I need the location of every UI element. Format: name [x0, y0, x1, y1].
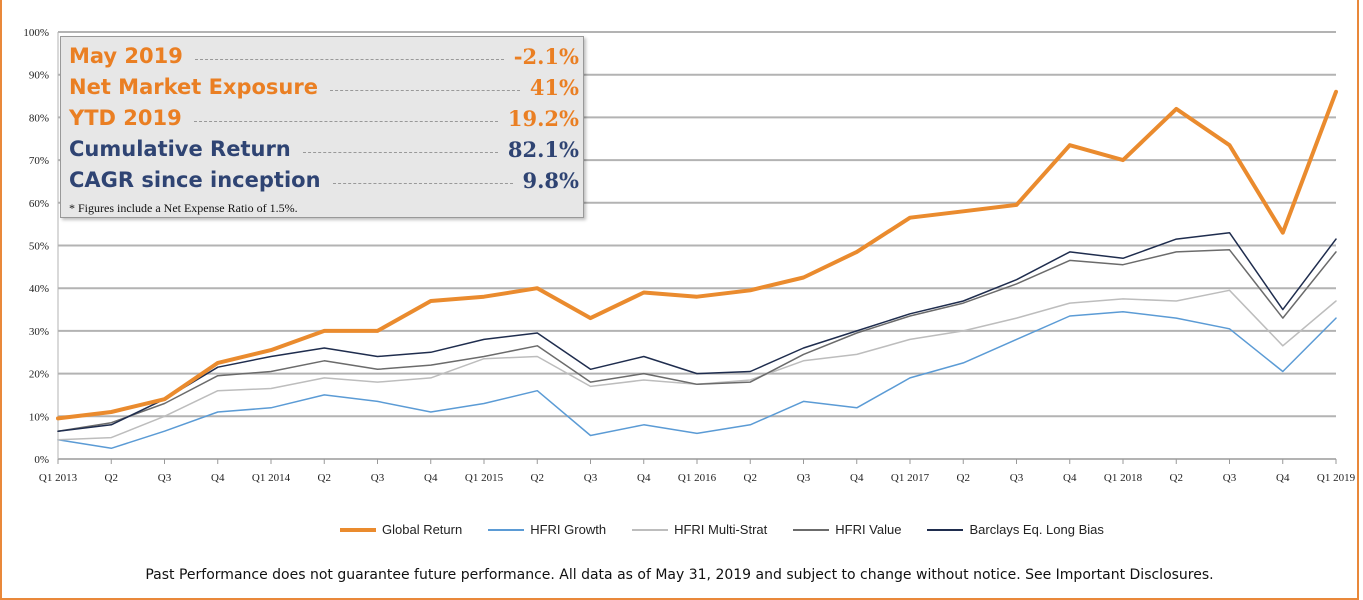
leader-dashes: [302, 151, 498, 153]
expense-ratio-note: * Figures include a Net Expense Ratio of…: [69, 201, 298, 215]
y-tick-label: 40%: [29, 283, 49, 295]
series-line-global-return: [56, 89, 1338, 421]
stat-row-net-market-exposure: Net Market Exposure 41%: [69, 72, 579, 102]
legend-swatch: [927, 528, 964, 531]
series-line-hfri-growth: [57, 310, 1337, 450]
x-tick-label: Q4: [1063, 472, 1077, 484]
y-tick-label: 80%: [29, 112, 49, 124]
series-line-hfri-multi-strat: [57, 289, 1337, 441]
stat-value: 19.2%: [507, 105, 579, 131]
legend-item: Global Return: [340, 522, 462, 537]
x-tick-label: Q3: [158, 472, 172, 484]
x-tick-label: Q3: [1010, 472, 1024, 484]
x-tick-label: Q1 2015: [465, 472, 504, 484]
x-tick-label: Q4: [637, 472, 651, 484]
series-line-hfri-value: [57, 249, 1337, 432]
chart-legend: Global Return HFRI Growth HFRI Multi-Strat…: [340, 522, 1130, 537]
stat-row-cumulative-return: Cumulative Return 82.1%: [69, 134, 579, 164]
x-tick-label: Q1 2013: [39, 472, 78, 484]
leader-dashes: [193, 120, 498, 122]
x-tick-label: Q4: [850, 472, 864, 484]
stat-label: May 2019: [69, 44, 183, 68]
x-tick-label: Q4: [1276, 472, 1290, 484]
x-tick-label: Q3: [1223, 472, 1237, 484]
legend-item: HFRI Value: [793, 522, 901, 537]
legend-swatch: [340, 527, 376, 532]
x-tick-label: Q1 2019: [1317, 472, 1356, 484]
x-tick-label: Q2: [1170, 472, 1183, 484]
legend-item: Barclays Eq. Long Bias: [927, 522, 1104, 537]
leader-dashes: [194, 58, 504, 60]
x-tick-label: Q3: [371, 472, 385, 484]
y-tick-label: 10%: [29, 411, 49, 423]
legend-swatch: [488, 528, 525, 531]
x-tick-label: Q4: [211, 472, 225, 484]
x-tick-label: Q1 2016: [678, 472, 717, 484]
summary-stats-box: May 2019 -2.1% Net Market Exposure 41% Y…: [60, 36, 584, 218]
legend-label: HFRI Value: [835, 522, 902, 537]
x-tick-label: Q1 2018: [1104, 472, 1143, 484]
series-line-barclays-eq-long-bias: [57, 231, 1337, 432]
y-tick-label: 20%: [29, 369, 49, 381]
stat-row-ytd-2019: YTD 2019 19.2%: [69, 103, 579, 133]
x-tick-label: Q1 2017: [891, 472, 930, 484]
stat-label: CAGR since inception: [69, 168, 321, 192]
legend-label: Barclays Eq. Long Bias: [969, 522, 1104, 537]
stat-row-cagr: CAGR since inception 9.8%: [69, 165, 579, 195]
legend-swatch: [793, 528, 830, 531]
stat-value: 41%: [529, 74, 579, 100]
series-lines: [56, 89, 1338, 450]
y-tick-label: 60%: [29, 198, 49, 210]
stat-value: 82.1%: [507, 136, 579, 162]
x-tick-label: Q3: [797, 472, 811, 484]
legend-label: Global Return: [382, 522, 463, 537]
x-tick-label: Q2: [318, 472, 331, 484]
x-tick-label: Q4: [424, 472, 438, 484]
stat-label: Net Market Exposure: [69, 75, 318, 99]
stat-value: -2.1%: [513, 43, 579, 69]
stat-label: YTD 2019: [69, 106, 182, 130]
legend-item: HFRI Multi-Strat: [632, 522, 767, 537]
y-tick-label: 100%: [23, 27, 49, 39]
disclaimer-footer: Past Performance does not guarantee futu…: [145, 567, 1214, 583]
leader-dashes: [330, 89, 520, 91]
x-axis-ticks: Q1 2013 Q2 Q3 Q4 Q1 2014 Q2 Q3 Q4 Q1 2015 Q2 Q3 Q4 Q…: [39, 459, 1356, 484]
y-tick-label: 70%: [29, 155, 49, 167]
y-tick-label: 90%: [29, 70, 49, 82]
leader-dashes: [332, 182, 513, 184]
x-tick-label: Q2: [957, 472, 970, 484]
y-tick-label: 50%: [29, 241, 49, 253]
legend-label: HFRI Growth: [530, 522, 607, 537]
y-axis-ticks: 0% 10% 20% 30% 40% 50% 60% 70% 80% 90% 100%: [23, 27, 49, 466]
legend-swatch: [632, 528, 669, 531]
x-tick-label: Q2: [105, 472, 118, 484]
x-tick-label: Q2: [744, 472, 757, 484]
stat-value: 9.8%: [522, 167, 580, 193]
stat-row-may-2019: May 2019 -2.1%: [69, 41, 579, 71]
legend-label: HFRI Multi-Strat: [674, 522, 768, 537]
x-tick-label: Q2: [531, 472, 544, 484]
x-tick-label: Q1 2014: [252, 472, 291, 484]
y-tick-label: 0%: [34, 454, 49, 466]
stat-label: Cumulative Return: [69, 137, 291, 161]
legend-item: HFRI Growth: [488, 522, 606, 537]
y-tick-label: 30%: [29, 326, 49, 338]
x-tick-label: Q3: [584, 472, 598, 484]
